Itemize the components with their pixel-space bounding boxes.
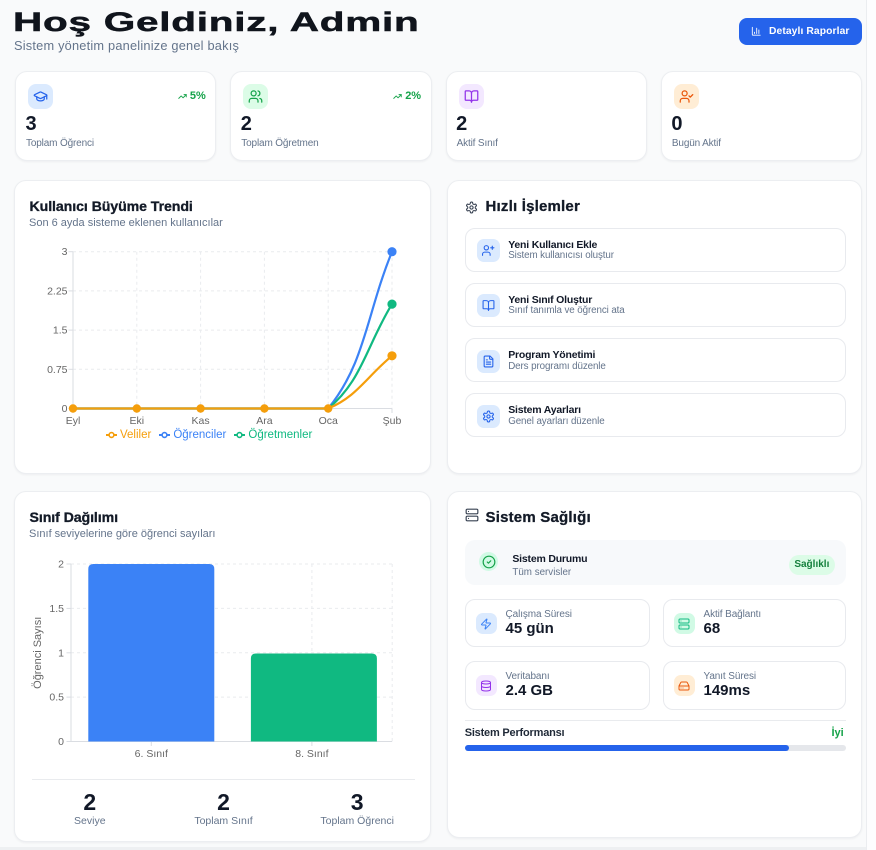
svg-text:0: 0 [58, 736, 64, 748]
svg-text:3: 3 [62, 246, 68, 258]
svg-text:2.25: 2.25 [47, 285, 68, 297]
svg-text:Kas: Kas [192, 415, 210, 427]
svg-text:0: 0 [62, 403, 68, 415]
svg-text:Şub: Şub [383, 415, 402, 427]
svg-text:Oca: Oca [319, 415, 338, 427]
svg-text:6. Sınıf: 6. Sınıf [135, 748, 168, 760]
svg-text:Öğrenci Sayısı: Öğrenci Sayısı [32, 617, 44, 689]
svg-text:Eki: Eki [130, 415, 145, 427]
svg-text:0.75: 0.75 [47, 363, 68, 375]
svg-text:Ara: Ara [256, 415, 273, 427]
svg-text:2: 2 [58, 559, 64, 571]
svg-text:1: 1 [58, 647, 64, 659]
svg-text:1.5: 1.5 [53, 324, 68, 336]
svg-text:Eyl: Eyl [66, 415, 81, 427]
svg-text:1.5: 1.5 [49, 603, 64, 615]
svg-text:0.5: 0.5 [49, 692, 64, 704]
svg-text:8. Sınıf: 8. Sınıf [295, 748, 328, 760]
